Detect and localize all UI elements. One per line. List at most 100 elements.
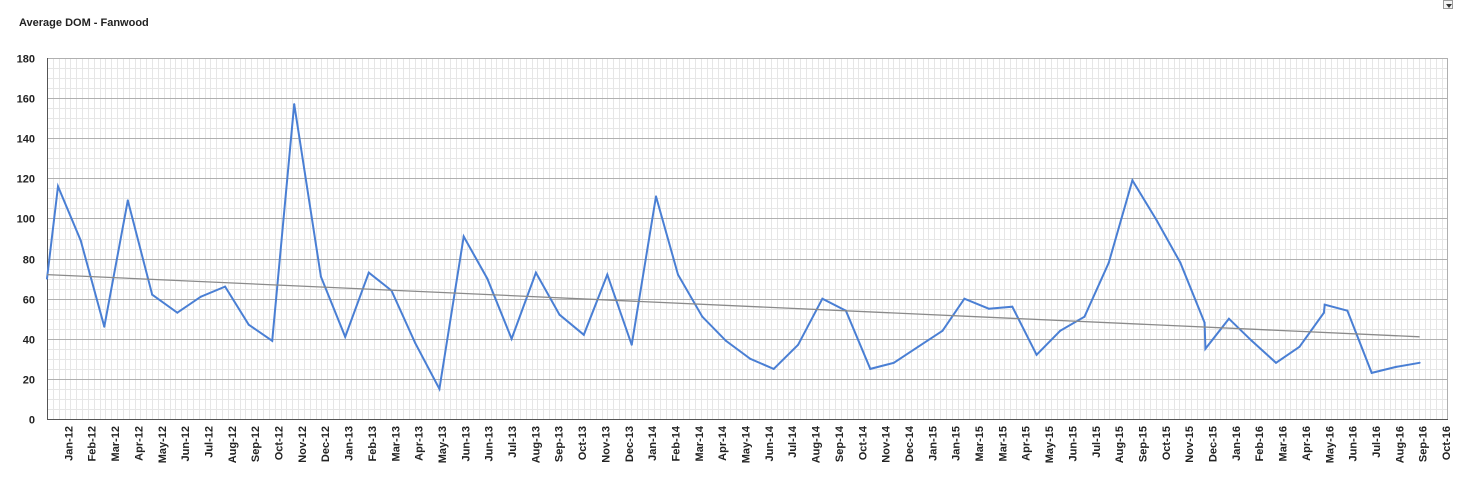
trend-line — [46, 273, 1420, 338]
chart-menu-button[interactable] — [1443, 0, 1453, 9]
data-point — [1155, 219, 1158, 222]
data-point — [224, 285, 227, 288]
chart-title: Average DOM - Fanwood — [19, 17, 149, 29]
y-tick-label: 160 — [17, 94, 35, 106]
y-tick-label: 60 — [23, 295, 35, 307]
x-tick-label: Apr-12 — [133, 426, 145, 461]
x-tick-label: May-16 — [1324, 426, 1336, 463]
data-point — [1322, 311, 1325, 314]
data-point — [1275, 361, 1277, 364]
x-tick-label: Dec-12 — [320, 426, 332, 462]
x-tick-label: Oct-12 — [274, 426, 286, 460]
x-tick-label: Aug-13 — [530, 426, 542, 463]
x-tick-label: May-13 — [437, 426, 449, 463]
x-tick-label: Oct-16 — [1441, 426, 1453, 460]
data-point — [1346, 309, 1349, 312]
data-point — [630, 343, 633, 346]
x-tick-label: Dec-14 — [904, 425, 916, 462]
x-tick-label: Feb-14 — [670, 425, 682, 461]
x-tick-label: Nov-12 — [297, 426, 309, 463]
x-tick-label: Sep-15 — [1137, 426, 1149, 462]
data-point — [103, 325, 106, 328]
data-point — [797, 343, 800, 346]
x-tick-label: Jun-12 — [180, 426, 192, 461]
data-point — [772, 367, 775, 370]
data-point — [1011, 305, 1014, 308]
data-point — [199, 295, 202, 298]
data-point — [1418, 361, 1421, 364]
x-tick-label: Sep-16 — [1418, 426, 1430, 462]
x-tick-label: May-12 — [157, 426, 169, 463]
data-point — [1395, 365, 1398, 368]
data-point — [510, 337, 513, 340]
x-tick-label: Mar-14 — [694, 425, 706, 461]
x-tick-label: Jan-15 — [951, 426, 963, 461]
x-tick-label: Mar-15 — [974, 426, 986, 461]
x-tick-label: Aug-15 — [1114, 426, 1126, 463]
data-point — [534, 271, 537, 274]
x-tick-label: Mar-12 — [110, 426, 122, 461]
x-tick-label: Jul-15 — [1091, 426, 1103, 458]
data-point — [1323, 303, 1326, 306]
data-point — [1204, 347, 1207, 350]
data-point — [1083, 315, 1086, 318]
x-tick-label: Sep-13 — [554, 426, 566, 462]
x-tick-label: Oct-15 — [1161, 426, 1173, 460]
x-tick-label: Oct-14 — [857, 425, 869, 460]
data-point — [963, 297, 966, 300]
x-tick-label: Jun-16 — [1348, 426, 1360, 461]
data-point — [367, 271, 370, 274]
data-point — [869, 367, 872, 370]
data-point — [1107, 261, 1110, 264]
x-tick-label: Jun-14 — [764, 425, 776, 461]
x-tick-label: Jul-16 — [1371, 426, 1383, 458]
data-point — [151, 293, 154, 296]
y-tick-label: 180 — [17, 54, 35, 66]
x-tick-label: Jun-13 — [460, 426, 472, 461]
data-point — [462, 235, 465, 238]
data-point — [821, 297, 824, 300]
data-point — [1370, 371, 1373, 374]
y-tick-label: 20 — [23, 375, 35, 387]
data-point — [917, 345, 920, 348]
data-point — [941, 329, 944, 332]
data-point — [1131, 179, 1134, 182]
data-point — [655, 195, 657, 198]
x-tick-label: Jan-16 — [1231, 426, 1243, 461]
x-tick-label: Mar-13 — [390, 426, 402, 461]
data-point — [344, 335, 347, 338]
data-point — [1203, 321, 1206, 324]
data-point — [677, 273, 679, 276]
triangle-down-icon — [1446, 4, 1452, 8]
data-point — [486, 277, 489, 280]
x-tick-label: Apr-16 — [1301, 426, 1313, 461]
x-tick-label: Dec-15 — [1208, 426, 1220, 462]
data-point — [724, 339, 727, 342]
data-point — [558, 313, 561, 316]
x-tick-label: Dec-13 — [624, 426, 636, 462]
x-tick-label: May-14 — [741, 425, 753, 463]
x-tick-label: Jun-15 — [1067, 426, 1079, 461]
x-tick-label: Aug-16 — [1394, 426, 1406, 463]
data-point — [749, 357, 752, 360]
x-tick-label: Mar-15 — [997, 426, 1009, 461]
x-tick-label: Jul-13 — [507, 426, 519, 458]
x-tick-label: Feb-13 — [367, 426, 379, 461]
data-point — [987, 307, 990, 310]
y-tick-label: 100 — [17, 214, 35, 226]
data-point — [892, 361, 895, 364]
data-point — [46, 277, 48, 280]
data-point — [247, 323, 250, 326]
x-tick-label: Jul-12 — [203, 426, 215, 458]
x-tick-label: Feb-16 — [1254, 426, 1266, 461]
data-point — [1227, 317, 1230, 320]
x-tick-label: Jan-14 — [647, 425, 659, 461]
series-line — [46, 103, 1420, 393]
y-tick-label: 140 — [17, 134, 35, 146]
x-tick-label: May-15 — [1044, 426, 1056, 463]
data-point — [57, 185, 59, 188]
x-tick-label: Jul-14 — [787, 425, 799, 458]
x-tick-label: Jan-12 — [63, 426, 75, 461]
data-point — [271, 339, 274, 342]
